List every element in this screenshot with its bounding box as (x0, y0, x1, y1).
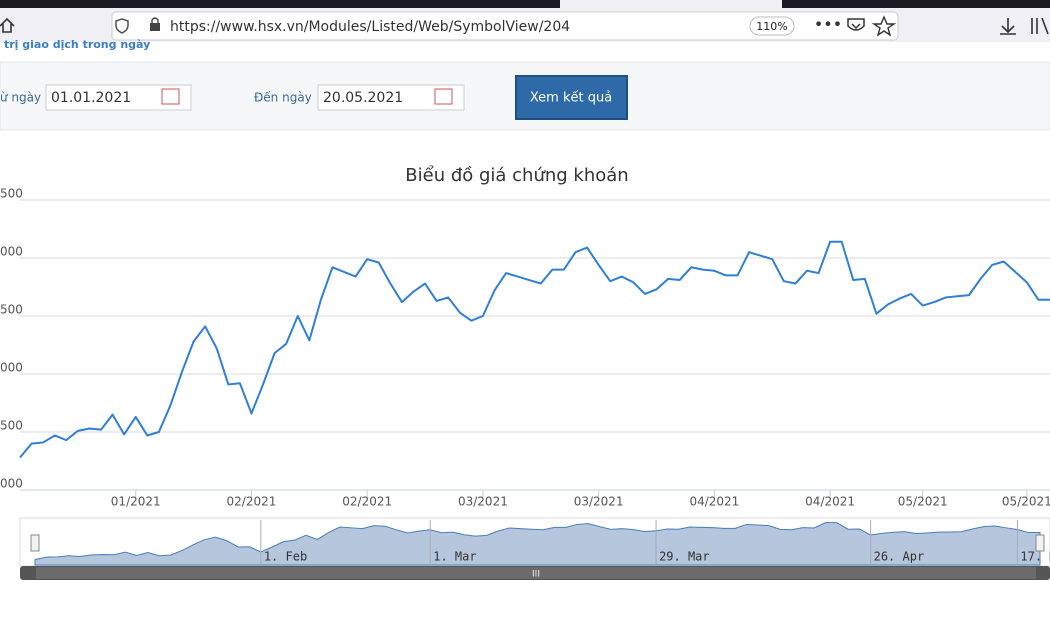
zoom-text[interactable]: 110% (756, 20, 787, 33)
x-tick-label: 01/2021 (111, 495, 161, 509)
navigator-label: 29. Mar (659, 550, 710, 564)
from-label: ừ ngày (0, 91, 41, 105)
lock-icon[interactable] (150, 23, 160, 31)
url-text[interactable]: https://www.hsx.vn/Modules/Listed/Web/Sy… (170, 19, 570, 35)
x-tick-label: 04/2021 (805, 495, 855, 509)
x-tick-label: 05/2021 (1002, 495, 1050, 509)
to-label: Đến ngày (254, 91, 312, 105)
navigator-label: 26. Apr (874, 550, 925, 564)
section-caption: trị giao dịch trong ngày (4, 38, 150, 51)
navigator-label: 1. Feb (264, 550, 307, 564)
active-tab[interactable] (560, 0, 782, 8)
download-icon[interactable] (1000, 18, 1016, 35)
calendar-icon[interactable] (434, 88, 453, 105)
calendar-icon[interactable] (161, 88, 180, 105)
menu-dots[interactable]: ••• (814, 15, 842, 34)
y-tick-label: 500 (0, 419, 23, 433)
pocket-icon[interactable] (847, 18, 865, 31)
y-tick-label: 000 (0, 477, 23, 491)
submit-button[interactable] (515, 75, 628, 120)
y-tick-label: 000 (0, 361, 23, 375)
navigator-area (34, 522, 1041, 566)
lock-shackle (151, 17, 159, 23)
to-value[interactable]: 20.05.2021 (323, 90, 403, 106)
y-tick-label: 500 (0, 187, 23, 201)
tab-strip (0, 0, 1050, 8)
navigator-handle-right[interactable] (1035, 534, 1045, 552)
x-tick-label: 02/2021 (227, 495, 277, 509)
x-tick-label: 03/2021 (574, 495, 624, 509)
y-tick-label: 500 (0, 303, 23, 317)
scrollbar-grip[interactable]: III (532, 570, 540, 580)
x-tick-label: 03/2021 (458, 495, 508, 509)
y-tick-label: 000 (0, 245, 23, 259)
library-icon[interactable] (1031, 17, 1049, 35)
zoom-badge[interactable] (749, 16, 795, 36)
navigator-label: 17. M (1020, 550, 1050, 564)
star-icon[interactable] (871, 15, 897, 37)
shield-icon[interactable] (115, 18, 129, 34)
home-icon[interactable] (0, 17, 15, 33)
chart-title: Biểu đồ giá chứng khoán (405, 165, 628, 186)
price-line (19, 240, 1050, 459)
navigator-handle-left[interactable] (30, 534, 40, 552)
submit-label[interactable]: Xem kết quả (530, 91, 612, 106)
x-tick-label: 05/2021 (898, 495, 948, 509)
scrollbar-thumb[interactable] (36, 567, 1036, 579)
navigator-label: 1. Mar (433, 550, 476, 564)
url-bar[interactable] (111, 11, 899, 41)
x-tick-label: 02/2021 (342, 495, 392, 509)
x-tick-label: 04/2021 (689, 495, 739, 509)
from-value[interactable]: 01.01.2021 (51, 90, 131, 106)
